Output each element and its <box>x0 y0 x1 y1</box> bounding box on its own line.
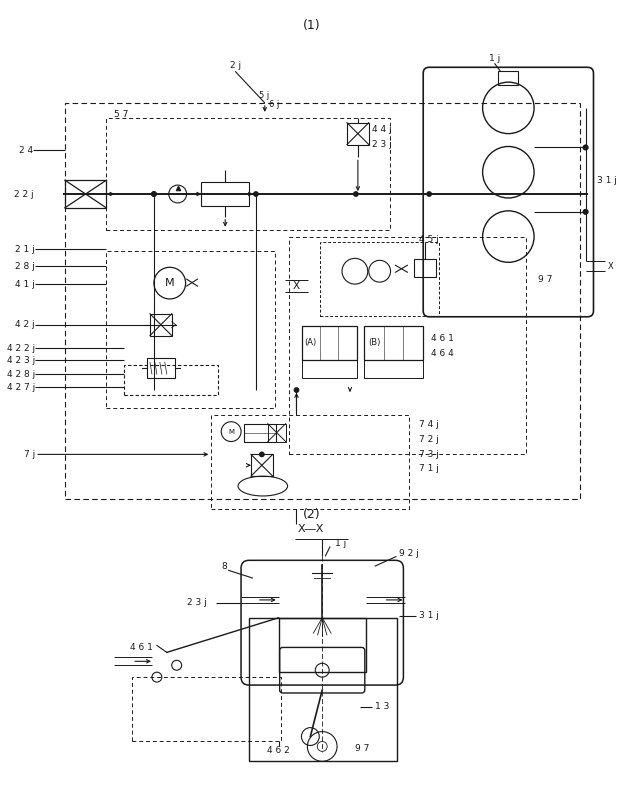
Text: 1 3: 1 3 <box>374 702 389 711</box>
Text: 2 j: 2 j <box>230 61 241 70</box>
Text: 4 4 j: 4 4 j <box>372 125 391 134</box>
Circle shape <box>583 146 588 150</box>
Text: (A): (A) <box>304 338 317 347</box>
Text: X: X <box>607 262 613 271</box>
Text: 4 2 2 j: 4 2 2 j <box>7 344 35 353</box>
Circle shape <box>254 192 258 196</box>
Bar <box>414 260 436 277</box>
Circle shape <box>583 209 588 214</box>
Text: 4 2 8 j: 4 2 8 j <box>7 370 35 379</box>
Text: 7 j: 7 j <box>24 450 35 459</box>
Bar <box>347 123 369 145</box>
Bar <box>320 242 439 316</box>
Text: 7 4 j: 7 4 j <box>419 420 439 429</box>
Bar <box>279 618 366 672</box>
Text: 2 1 j: 2 1 j <box>16 245 35 254</box>
Text: 4 2 j: 4 2 j <box>16 320 35 329</box>
Text: 1 j: 1 j <box>488 54 500 63</box>
Text: 6 j: 6 j <box>269 101 279 109</box>
Bar <box>364 360 423 379</box>
Text: 2 4: 2 4 <box>19 146 33 155</box>
Text: 5 7: 5 7 <box>114 110 129 120</box>
Text: X: X <box>293 281 300 291</box>
Bar <box>132 677 281 741</box>
Text: 7 2 j: 7 2 j <box>419 435 439 444</box>
Text: 9 7: 9 7 <box>538 275 552 283</box>
Text: 2 3 j: 2 3 j <box>372 140 391 149</box>
Text: 2 2 j: 2 2 j <box>14 190 33 198</box>
Bar <box>249 618 397 761</box>
Text: 4 5 j: 4 5 j <box>419 235 439 244</box>
Text: 7 3 j: 7 3 j <box>419 450 439 459</box>
Text: 4 2 7 j: 4 2 7 j <box>7 382 35 392</box>
Bar <box>302 326 357 360</box>
Bar <box>150 314 172 335</box>
Text: 4 6 1: 4 6 1 <box>130 643 153 652</box>
Circle shape <box>294 388 299 392</box>
Bar <box>106 251 275 408</box>
Text: 1 j: 1 j <box>335 539 346 548</box>
Bar <box>364 326 423 360</box>
Text: X―X: X―X <box>298 523 325 534</box>
Circle shape <box>427 192 431 196</box>
Bar <box>289 237 526 454</box>
Bar <box>268 423 285 442</box>
Bar <box>65 180 106 208</box>
Text: M: M <box>165 278 175 288</box>
Bar <box>498 72 518 85</box>
Text: (B): (B) <box>368 338 381 347</box>
Text: 2 3 j: 2 3 j <box>187 598 207 608</box>
Circle shape <box>583 146 588 150</box>
Text: 4 6 4: 4 6 4 <box>431 349 454 358</box>
Bar <box>251 454 272 476</box>
Text: M: M <box>228 429 234 434</box>
Text: 3 1 j: 3 1 j <box>598 176 617 185</box>
Bar <box>244 423 276 442</box>
Text: (1): (1) <box>302 19 320 32</box>
Text: 4 6 2: 4 6 2 <box>267 746 290 755</box>
Text: 5 j: 5 j <box>259 91 269 99</box>
Bar <box>124 365 218 395</box>
Circle shape <box>259 453 264 456</box>
Text: (2): (2) <box>302 508 320 521</box>
Bar <box>147 358 175 379</box>
Bar <box>106 118 389 230</box>
Text: 8: 8 <box>221 562 227 571</box>
Text: 4 2 3 j: 4 2 3 j <box>7 356 35 365</box>
Bar <box>302 360 357 379</box>
Circle shape <box>583 209 588 214</box>
Bar <box>211 415 409 509</box>
Bar <box>65 103 580 499</box>
Text: 4 6 1: 4 6 1 <box>431 334 454 343</box>
Circle shape <box>152 192 156 196</box>
Text: 9 7: 9 7 <box>355 744 369 753</box>
Text: 7 1 j: 7 1 j <box>419 464 439 473</box>
Text: 3 1 j: 3 1 j <box>419 611 439 620</box>
Circle shape <box>354 192 358 196</box>
Circle shape <box>152 192 156 196</box>
Text: 2 8 j: 2 8 j <box>16 262 35 271</box>
Text: 4 1 j: 4 1 j <box>16 279 35 289</box>
Bar <box>202 182 249 206</box>
Text: 9 2 j: 9 2 j <box>399 549 419 558</box>
